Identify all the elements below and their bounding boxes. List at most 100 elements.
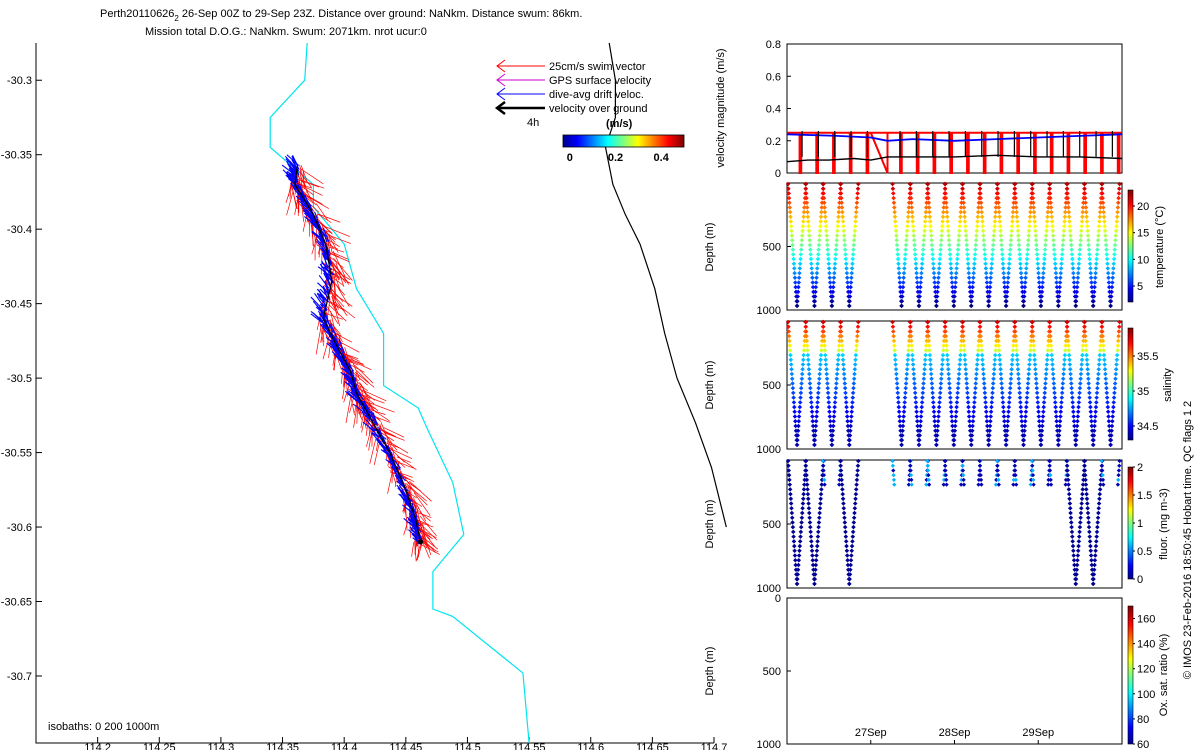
p-sal-sample <box>853 348 859 353</box>
p-sal-sample <box>902 395 908 400</box>
p-sal-sample <box>841 362 846 367</box>
swim-vector <box>342 374 347 400</box>
p-temp-sample <box>1083 200 1088 206</box>
swim-vector <box>286 190 294 216</box>
map-x-tick-label: 114.4 <box>331 742 358 750</box>
p-temp-sample <box>1114 214 1120 220</box>
swim-vector <box>318 316 324 346</box>
swim-vector <box>413 510 432 518</box>
p-temp-sample <box>1086 247 1092 252</box>
p-temp-sample <box>1018 266 1024 271</box>
p-temp-sample <box>989 261 995 266</box>
p-temp-sample <box>1019 284 1025 290</box>
p-temp-sample <box>1077 252 1082 257</box>
p-sal-sample <box>812 442 817 448</box>
p-sal-sample <box>897 418 903 424</box>
p-sal-sample <box>910 362 916 367</box>
p-sal-sample <box>923 348 929 353</box>
p-temp-sample <box>953 280 958 285</box>
p-temp-sample <box>1070 266 1076 271</box>
p-temp-sample <box>1067 219 1072 224</box>
swim-vector <box>330 301 345 311</box>
p-temp-sample <box>815 256 821 262</box>
p-sal-colorbar-tick-label: 34.5 <box>1137 421 1158 433</box>
p-temp-sample <box>1050 223 1055 229</box>
p-sal-sample <box>806 366 812 372</box>
p-sal-sample <box>817 371 822 377</box>
drift-vector <box>340 347 345 357</box>
p-sal-sample <box>838 324 843 329</box>
p-temp-sample <box>950 284 955 290</box>
p-temp-sample <box>1034 247 1040 252</box>
swim-vector <box>387 440 409 454</box>
p-temp-sample <box>1049 219 1055 224</box>
p-temp-sample <box>1057 284 1062 290</box>
p-sal-sample <box>893 362 898 367</box>
p-temp-sample <box>1091 298 1096 304</box>
swim-vector <box>325 231 336 243</box>
p-temp-sample <box>845 284 851 290</box>
p-temp-sample <box>1057 289 1062 295</box>
p-sal-sample <box>914 414 920 419</box>
p-temp-sample <box>1022 284 1028 290</box>
p-temp-sample <box>1035 261 1041 266</box>
p-sal-sample <box>800 366 805 372</box>
map-x-tick-label: 114.45 <box>389 742 422 750</box>
time-tick-label: 27Sep <box>855 727 887 739</box>
p-sal-sample <box>912 385 918 391</box>
p-sal-sample <box>797 400 803 405</box>
p-sal-sample <box>807 371 812 377</box>
p-temp-sample <box>1026 233 1031 238</box>
p-sal-sample <box>854 343 859 348</box>
p-temp-sample <box>849 275 854 281</box>
salinity-ylabel: Depth (m) <box>704 361 716 410</box>
p-fluor-colorbar-tick-label: 0 <box>1137 574 1143 586</box>
p-sal-sample <box>856 319 861 325</box>
p-temp-sample <box>1097 209 1103 215</box>
p-temp-sample <box>1085 228 1090 234</box>
p-temp-sample <box>1110 270 1116 276</box>
p-temp-sample <box>949 275 955 281</box>
p-sal-sample <box>855 333 860 339</box>
p-sal-sample <box>852 371 857 377</box>
p-sal-y-tick-label: 1000 <box>757 444 781 456</box>
p-temp-sample <box>1005 284 1010 290</box>
p-temp-sample <box>814 275 819 281</box>
p-temp-sample <box>983 270 989 276</box>
map-y-tick-label: -30.3 <box>7 75 32 87</box>
oxygen-ylabel: Depth (m) <box>704 647 716 696</box>
swim-vector <box>353 404 358 428</box>
map-y-tick-label: -30.45 <box>1 299 32 311</box>
p-temp-sample <box>930 256 936 262</box>
swim-vector <box>335 262 345 287</box>
p-sal-sample <box>789 371 795 377</box>
p-sal-sample <box>787 348 793 353</box>
p-temp-sample <box>932 284 938 290</box>
p-temp-sample <box>952 294 957 299</box>
drift-vector <box>292 155 300 171</box>
p-temp-sample <box>1109 284 1115 290</box>
swim-vector <box>396 456 411 463</box>
p-temp-sample <box>1017 256 1023 262</box>
swim-vector <box>363 413 367 429</box>
p-temp-sample <box>899 298 905 304</box>
p-temp-sample <box>827 270 832 276</box>
p-temp-sample <box>1019 280 1025 285</box>
p-temp-sample <box>793 280 798 285</box>
swim-vector <box>309 197 329 209</box>
drift-vector <box>369 410 377 426</box>
swim-vector <box>416 520 438 541</box>
p-temp-sample <box>1051 247 1057 252</box>
p-sal-sample <box>831 414 837 419</box>
swim-vector <box>297 179 320 188</box>
p-sal-sample <box>824 366 829 372</box>
p-sal-sample <box>903 381 909 386</box>
drift-vector <box>344 373 353 382</box>
p-sal-colorbar-tick-label: 35.5 <box>1137 351 1158 363</box>
p-temp-sample <box>1089 280 1094 285</box>
p-ox-colorbar-tick-label: 140 <box>1137 639 1155 651</box>
p-temp-sample <box>1068 238 1074 243</box>
p-temp-sample <box>918 284 923 290</box>
p-sal-sample <box>787 338 792 344</box>
p-temp-sample <box>812 294 818 299</box>
